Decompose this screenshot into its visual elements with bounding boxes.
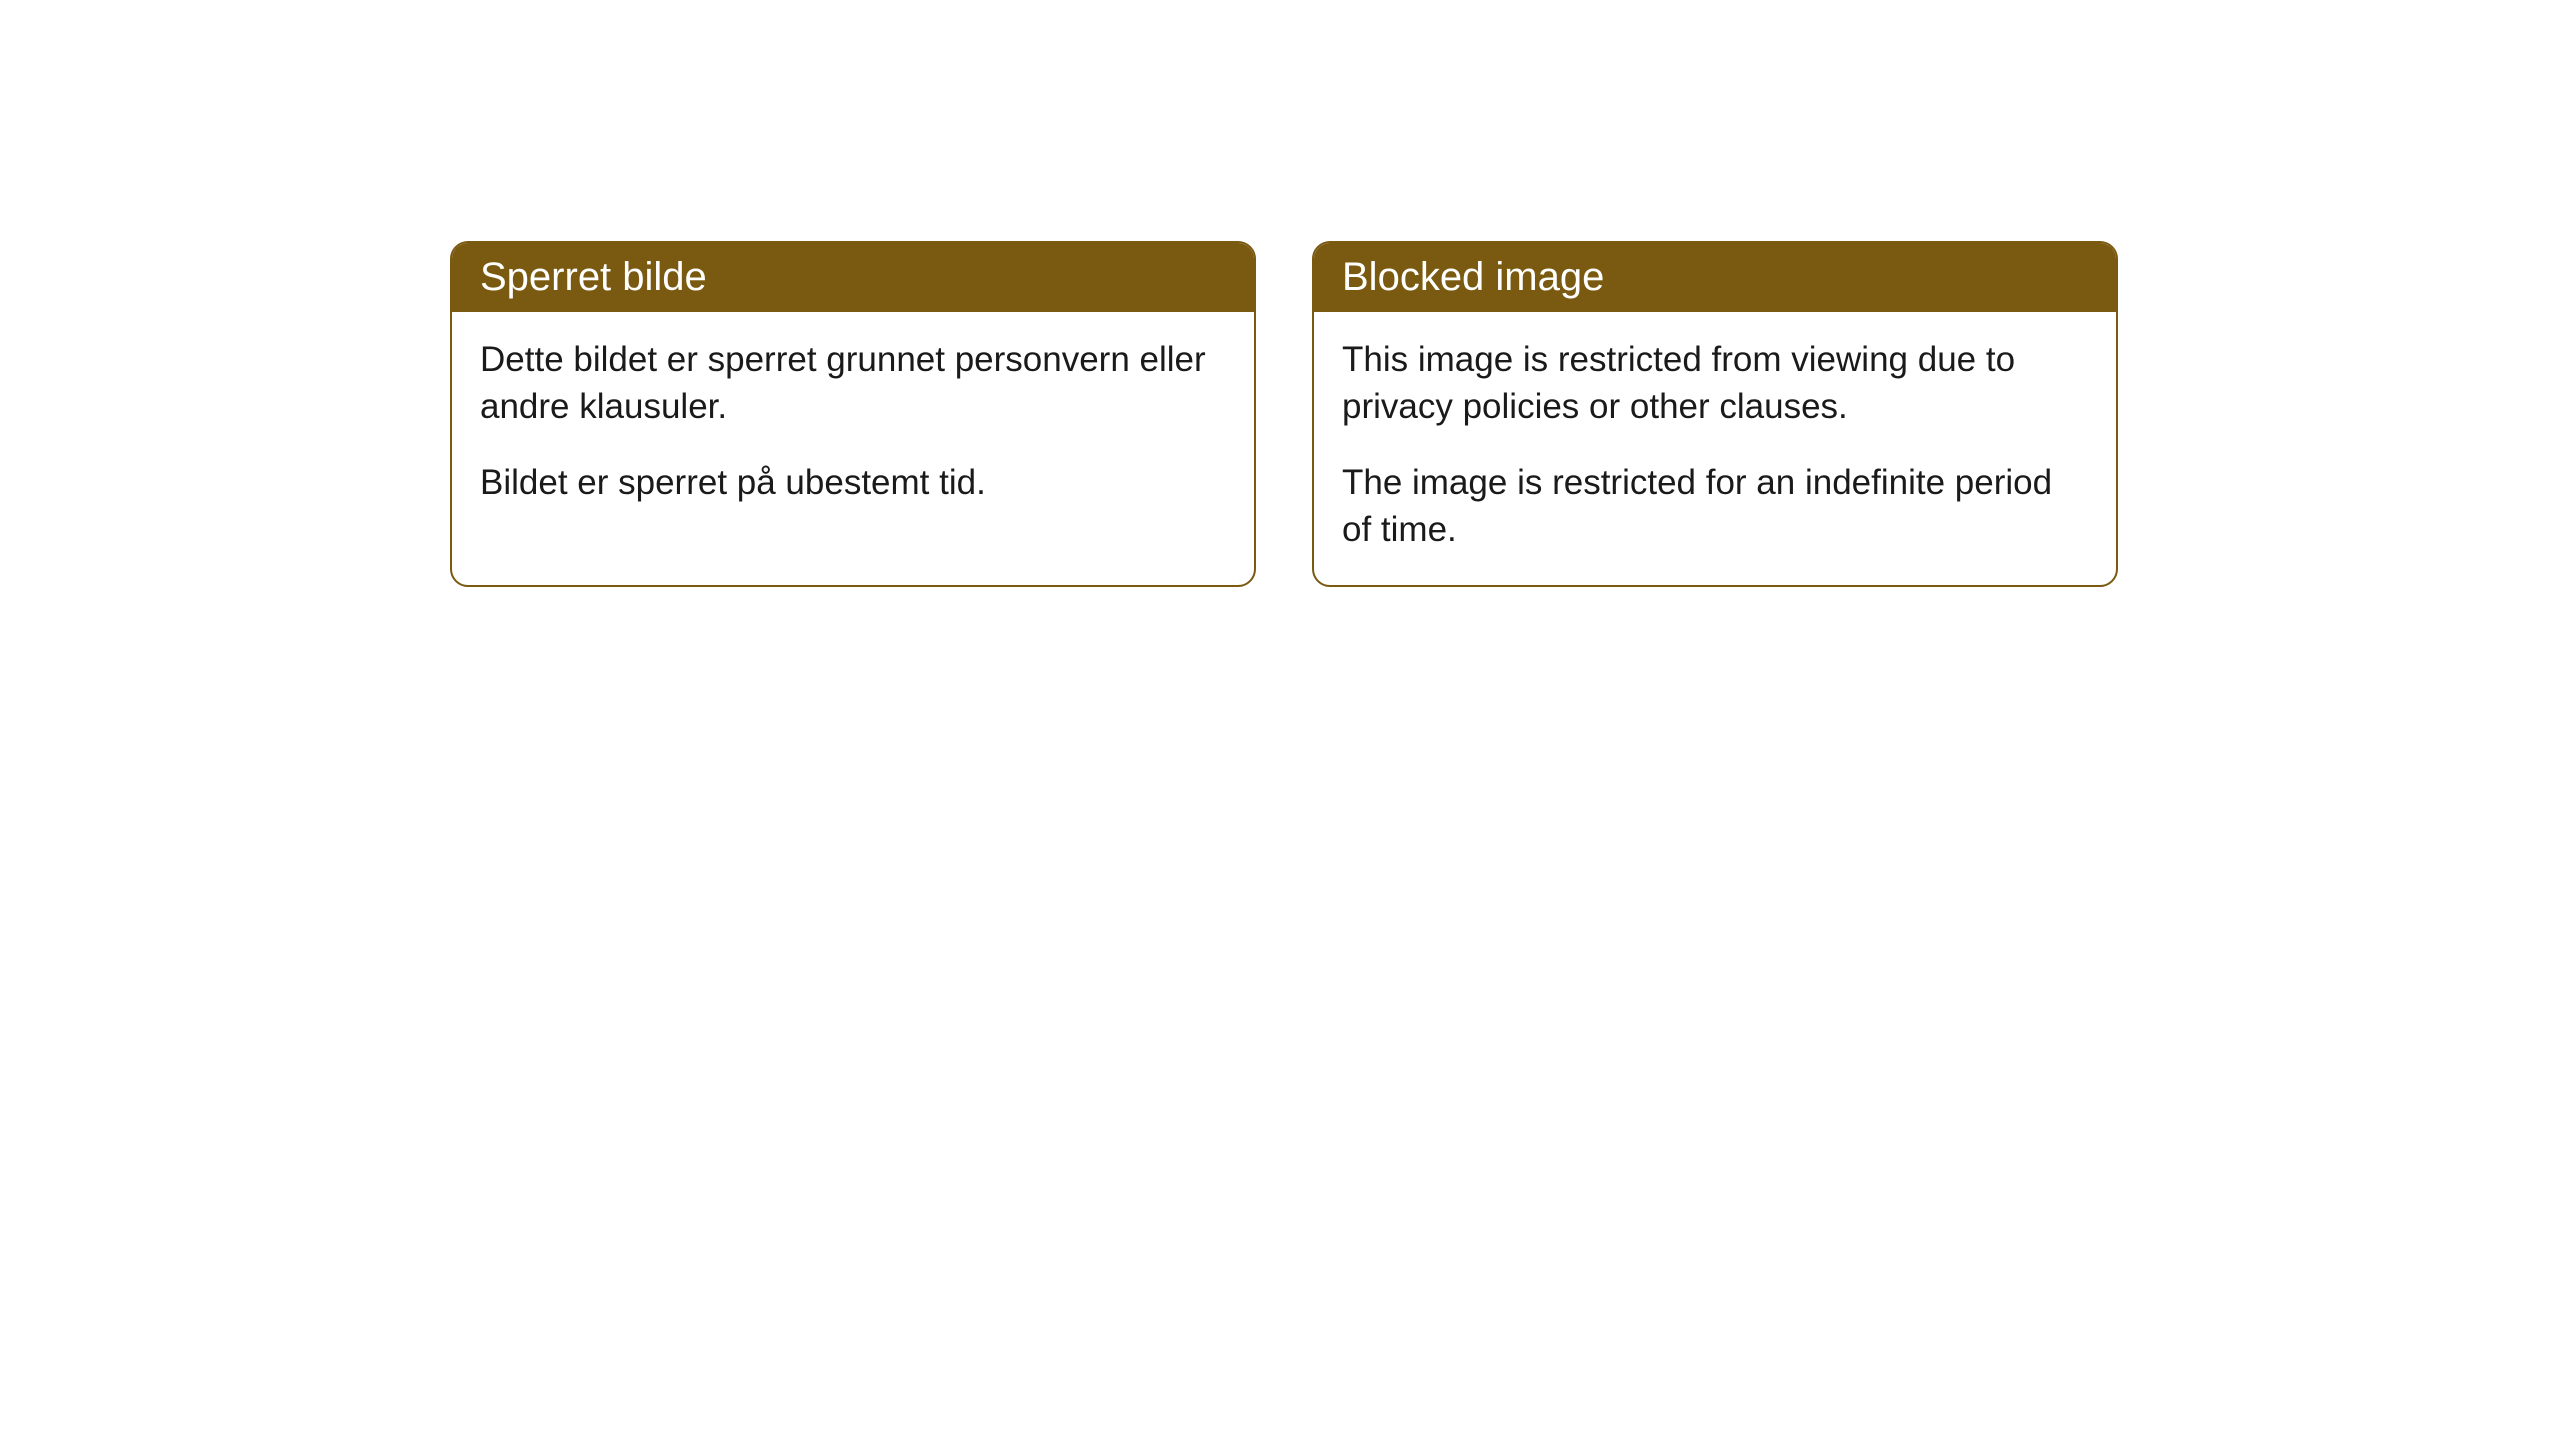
card-body: This image is restricted from viewing du… — [1314, 312, 2116, 585]
card-paragraph-2: The image is restricted for an indefinit… — [1342, 459, 2088, 554]
card-paragraph-2: Bildet er sperret på ubestemt tid. — [480, 459, 1226, 506]
card-header: Sperret bilde — [452, 243, 1254, 312]
card-norwegian: Sperret bilde Dette bildet er sperret gr… — [450, 241, 1256, 587]
card-body: Dette bildet er sperret grunnet personve… — [452, 312, 1254, 538]
card-title: Sperret bilde — [480, 255, 707, 299]
card-paragraph-1: Dette bildet er sperret grunnet personve… — [480, 336, 1226, 431]
card-title: Blocked image — [1342, 255, 1604, 299]
card-english: Blocked image This image is restricted f… — [1312, 241, 2118, 587]
card-paragraph-1: This image is restricted from viewing du… — [1342, 336, 2088, 431]
info-cards-container: Sperret bilde Dette bildet er sperret gr… — [450, 241, 2118, 587]
card-header: Blocked image — [1314, 243, 2116, 312]
